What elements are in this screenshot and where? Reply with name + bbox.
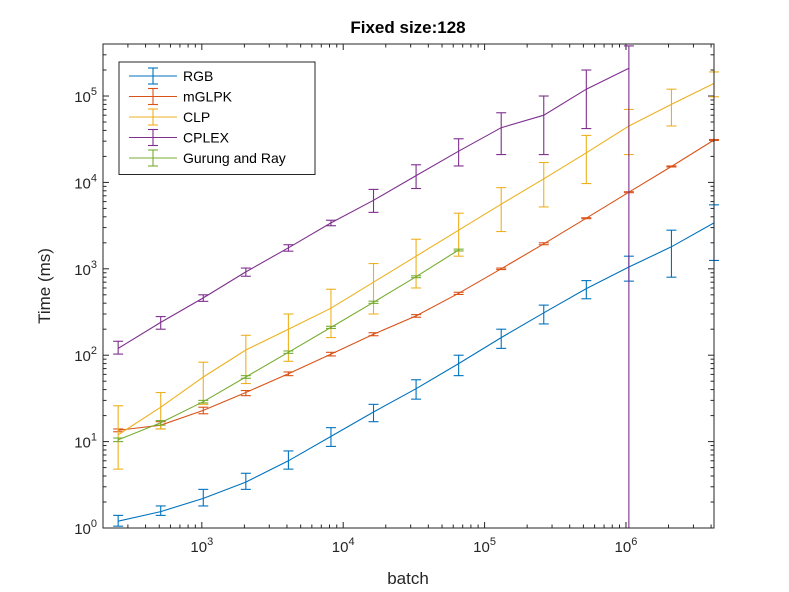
x-tick-label: 104 [332,536,355,556]
legend-item-mglpk: mGLPK [129,87,233,106]
plot-frame [102,43,715,529]
legend-label: RGB [183,68,213,84]
y-axis-label: Time (ms) [35,248,54,324]
legend-label: mGLPK [183,89,233,105]
x-tick-label: 103 [190,536,213,556]
series-cplex [113,45,634,528]
legend-item-clp: CLP [129,108,210,126]
legend-label: CLP [183,109,210,125]
y-tick-label: 103 [74,259,97,279]
series-gurung-and-ray [113,248,464,443]
x-axis-label: batch [387,569,429,588]
legend-label: CPLEX [183,130,230,146]
y-tick-label: 105 [74,86,97,106]
x-tick-label: 105 [473,536,496,556]
y-tick-label: 102 [74,345,97,365]
y-tick-label: 100 [74,518,97,538]
legend-label: Gurung and Ray [183,150,286,166]
legend: RGB mGLPK CLP CPLEX Gurung and Ray [118,61,316,175]
x-tick-label: 106 [615,536,638,556]
y-tick-label: 101 [74,432,97,452]
legend-item-gurung-and-ray: Gurung and Ray [129,149,286,167]
y-tick-label: 104 [74,172,97,192]
legend-box [118,61,316,175]
series-group [113,45,719,528]
legend-item-cplex: CPLEX [129,128,230,147]
legend-item-rgb: RGB [129,67,213,85]
chart-title: Fixed size:128 [350,18,465,37]
